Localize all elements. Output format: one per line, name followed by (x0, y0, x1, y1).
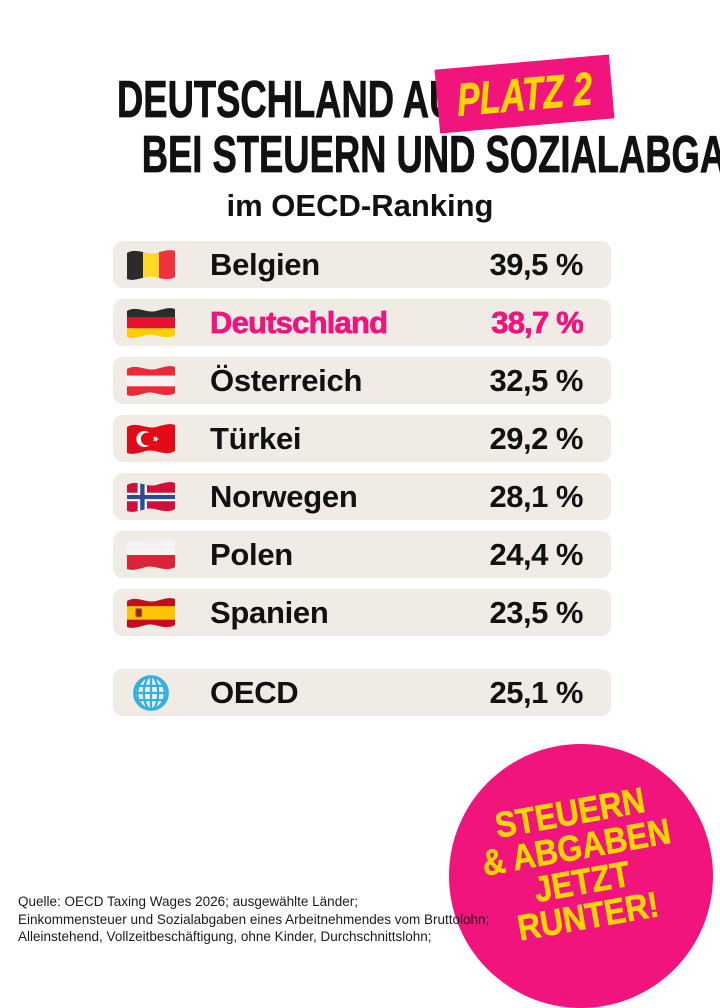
table-row-oecd: OECD 25,1 % (113, 669, 611, 716)
value-label: 29,2 % (489, 420, 583, 456)
country-label: Österreich (210, 362, 363, 398)
value-label: 24,4 % (489, 536, 583, 572)
country-label: Norwegen (210, 478, 358, 514)
oecd-label: OECD (210, 674, 299, 710)
platz2-label: PLATZ 2 (455, 62, 594, 126)
value-label: 25,1 % (489, 674, 583, 710)
norway-flag-icon (123, 475, 179, 519)
subtitle: im OECD-Ranking (226, 188, 494, 223)
title-line1-text: DEUTSCHLAND AUF (117, 71, 478, 129)
globe-with-meridians-icon (123, 671, 179, 715)
badge-text: STEUERN & ABGABEN JETZT RUNTER! (460, 776, 698, 951)
title-line2-text: BEI STEUERN UND SOZIALABGABEN (141, 126, 720, 184)
infographic: DEUTSCHLAND AUF PLATZ 2 BEI STEUERN UND … (0, 54, 720, 1008)
table-row-belgium: Belgien 39,5 % (113, 241, 611, 288)
table-row-norway: Norwegen 28,1 % (113, 473, 611, 520)
germany-flag-icon (123, 301, 179, 345)
value-label: 39,5 % (489, 246, 583, 282)
title-line1: DEUTSCHLAND AUF (117, 71, 632, 129)
spain-flag-icon (123, 591, 179, 635)
table-row-austria: Österreich 32,5 % (113, 357, 611, 404)
table-row-spain: Spanien 23,5 % (113, 589, 611, 636)
country-label: Belgien (210, 246, 320, 282)
country-label: Polen (210, 536, 293, 572)
turkey-flag-icon (123, 417, 179, 461)
title-line2: BEI STEUERN UND SOZIALABGABEN (0, 126, 720, 184)
source-line: Alleinstehend, Vollzeitbeschäftigung, oh… (18, 929, 432, 944)
country-label: Türkei (210, 420, 302, 456)
country-label: Spanien (210, 594, 329, 630)
value-label: 32,5 % (489, 362, 583, 398)
poland-flag-icon (123, 533, 179, 577)
austria-flag-icon (123, 359, 179, 403)
source-line: Quelle: OECD Taxing Wages 2026; ausgewäh… (18, 894, 358, 909)
campaign-badge: STEUERN & ABGABEN JETZT RUNTER! (449, 744, 713, 1008)
value-label: 38,7 % (491, 304, 584, 340)
ranking-list: Belgien 39,5 % Deutschland 38,7 % (113, 241, 611, 716)
table-row-germany: Deutschland 38,7 % (113, 299, 611, 346)
value-label: 23,5 % (489, 594, 583, 630)
table-row-poland: Polen 24,4 % (113, 531, 611, 578)
table-row-turkey: Türkei 29,2 % (113, 415, 611, 462)
value-label: 28,1 % (489, 478, 583, 514)
source-line: Einkommensteuer und Sozialabgaben eines … (18, 911, 490, 927)
belgium-flag-icon (123, 243, 179, 287)
source-note: Quelle: OECD Taxing Wages 2026; ausgewäh… (18, 893, 489, 946)
country-label: Deutschland (210, 304, 389, 340)
